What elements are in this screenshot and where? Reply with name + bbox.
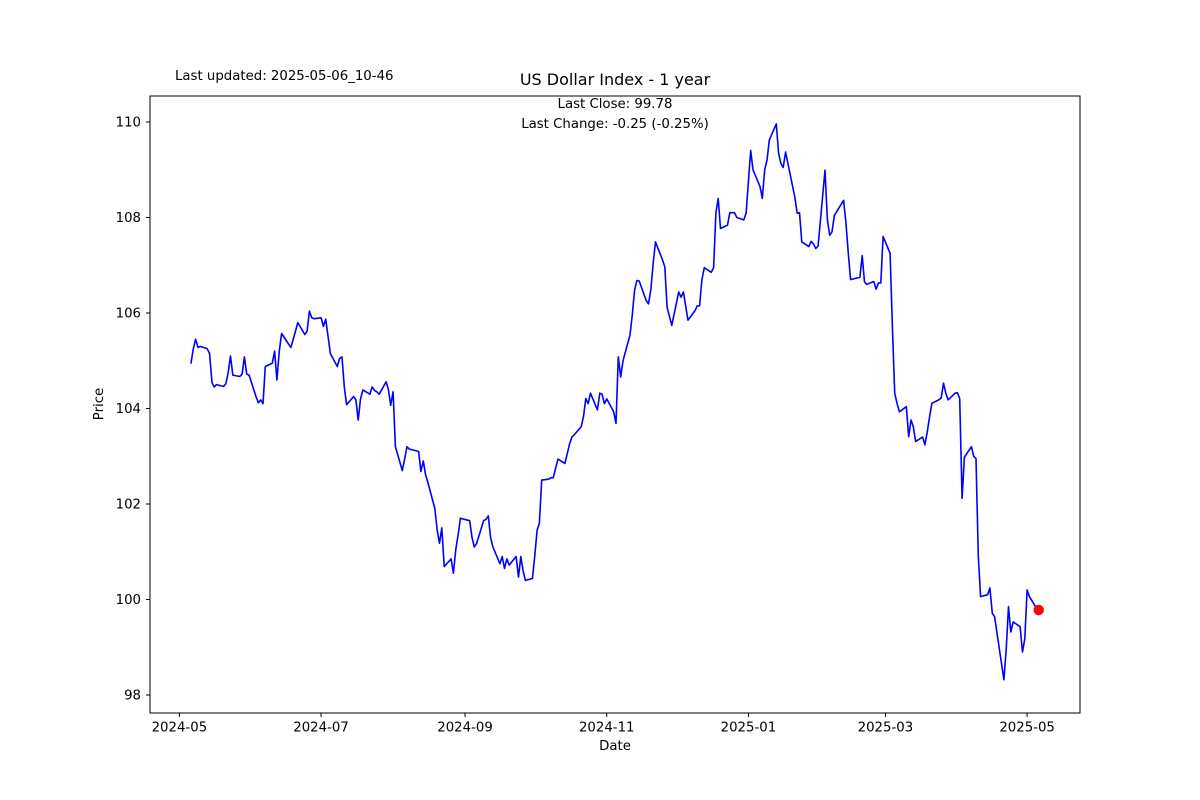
chart-subtitle: Last Close: 99.78 Last Change: -0.25 (-0…	[150, 95, 1080, 135]
x-tick-label: 2025-03	[858, 721, 914, 736]
plot-area	[149, 95, 1081, 714]
x-tick-label: 2024-11	[579, 721, 635, 736]
last-close-label: Last Close: 99.78	[557, 97, 673, 112]
y-tick-label: 108	[116, 211, 141, 226]
x-tick-label: 2024-09	[437, 721, 493, 736]
y-axis-label: Price	[92, 388, 107, 420]
y-tick-label: 100	[116, 593, 141, 608]
x-axis-label: Date	[599, 739, 631, 754]
y-tick-label: 98	[124, 689, 141, 704]
last-change-label: Last Change: -0.25 (-0.25%)	[521, 117, 709, 132]
y-tick-label: 104	[116, 402, 141, 417]
y-axis-ticks: 98 100 102 104 106 108 110	[116, 116, 150, 704]
x-tick-label: 2025-01	[721, 721, 777, 736]
y-tick-label: 106	[116, 307, 141, 322]
x-tick-label: 2025-05	[999, 721, 1055, 736]
y-tick-label: 102	[116, 498, 141, 513]
last-close-marker	[1033, 604, 1044, 616]
chart-title: US Dollar Index - 1 year	[519, 70, 711, 89]
x-tick-label: 2024-07	[293, 721, 349, 736]
last-updated-label: Last updated: 2025-05-06_10-46	[175, 69, 394, 84]
price-line-series	[190, 123, 1040, 681]
x-tick-label: 2024-05	[152, 721, 208, 736]
x-axis-ticks: 2024-05 2024-07 2024-09 2024-11 2025-01 2025-…	[152, 713, 1055, 736]
y-tick-label: 110	[116, 116, 141, 131]
